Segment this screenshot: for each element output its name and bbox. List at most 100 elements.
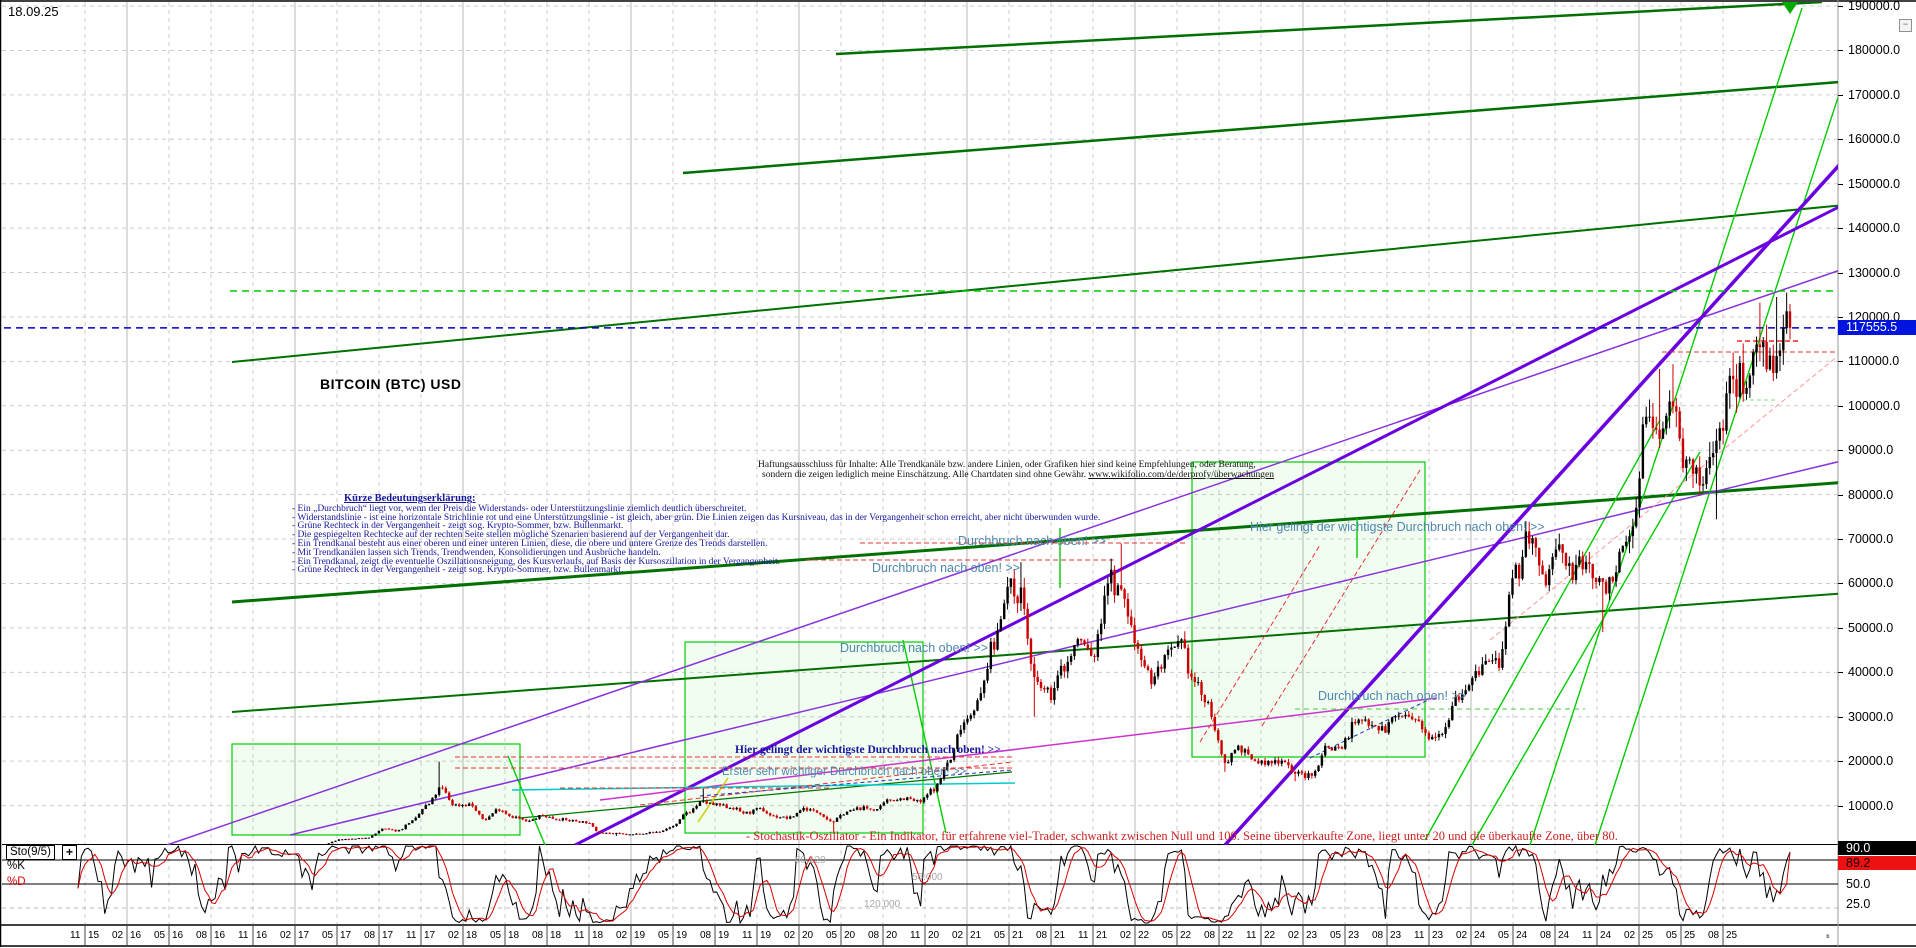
annotation-breakout-4: Durchbruch nach oben! >> [1318, 689, 1467, 703]
date-axis-end: - [1826, 930, 1830, 941]
date-label-year: 19 [760, 930, 772, 941]
date-label-month: 02 [616, 930, 628, 941]
date-label-month: 08 [1540, 930, 1552, 941]
date-label-year: 17 [424, 930, 436, 941]
legend-line: - Mit Trendkanälen lassen sich Trends, T… [292, 547, 661, 558]
date-label-year: 16 [214, 930, 226, 941]
price-tick-mark [1838, 50, 1843, 52]
price-tick-label: 20000.0 [1848, 754, 1894, 769]
date-label-month: 11 [1246, 930, 1257, 941]
legend-line: - Widerstandslinie - ist eine horizontal… [292, 512, 1101, 523]
date-label-year: 15 [88, 930, 100, 941]
collapse-pane-button[interactable]: − [1899, 19, 1912, 32]
date-label-year: 23 [1432, 930, 1444, 941]
date-label-month: 02 [1120, 930, 1132, 941]
date-label-month: 02 [1624, 930, 1636, 941]
date-label-year: 22 [1222, 930, 1234, 941]
price-tick-mark [1838, 183, 1843, 185]
disclaimer-link[interactable]: www.wikifolio.com/de/derprofy/überwachun… [1088, 470, 1274, 480]
price-tick-mark [1838, 94, 1843, 96]
stochastic-description: - Stochastik-Oszillator - Ein Indikator,… [746, 829, 1618, 843]
date-label-year: 18 [508, 930, 520, 941]
symbol-title: BITCOIN (BTC) USD [320, 376, 462, 392]
date-label-month: 05 [1498, 930, 1510, 941]
date-label-year: 25 [1684, 930, 1696, 941]
date-label-year: 24 [1474, 930, 1486, 941]
date-label-month: 11 [1078, 930, 1089, 941]
price-tick-label: 170000.0 [1848, 87, 1901, 102]
price-tick-mark [1838, 761, 1843, 763]
crypto-summer-rectangles [231, 461, 1426, 836]
stochastic-indicator-label[interactable]: Sto(9/5) [6, 845, 55, 860]
price-tick-label: 30000.0 [1848, 709, 1894, 724]
date-label-month: 02 [1456, 930, 1468, 941]
date-label-year: 20 [844, 930, 856, 941]
date-label-year: 19 [676, 930, 688, 941]
date-label-month: 08 [1204, 930, 1216, 941]
price-tick-mark [1838, 139, 1843, 141]
annotation-breakout-right: Hier gelingt der wichtigste Durchbruch n… [1250, 520, 1545, 534]
date-label-year: 19 [718, 930, 730, 941]
date-label-year: 23 [1348, 930, 1360, 941]
date-label-year: 21 [1096, 930, 1108, 941]
price-tick-label: 130000.0 [1848, 265, 1901, 280]
date-label-year: 18 [592, 930, 604, 941]
stochastic-tick-25: 25.0 [1846, 897, 1871, 911]
date-label-year: 25 [1642, 930, 1654, 941]
price-tick-mark [1838, 627, 1843, 629]
date-label-month: 05 [1666, 930, 1678, 941]
legend-line: - Ein Trendkanal besteht aus einer obere… [292, 538, 768, 549]
date-label-month: 08 [1708, 930, 1720, 941]
legend-line: - Grüne Rechteck in der Vergangenheit - … [292, 565, 624, 576]
date-label-month: 05 [490, 930, 502, 941]
disclaimer-line1: Haftungsausschluss für Inhalte: Alle Tre… [758, 460, 1256, 470]
price-tick-label: 190000.0 [1848, 0, 1901, 14]
disclaimer-line2-text: sondern die zeigen lediglich meine Einsc… [762, 470, 1089, 480]
date-label-month: 02 [952, 930, 964, 941]
price-tick-label: 60000.0 [1848, 576, 1894, 591]
trend-lines [166, 2, 1838, 845]
faint-value-1: 60.120 [795, 855, 826, 866]
legend-title: Kürze Bedeutungserklärung: [344, 493, 476, 504]
date-label-month: 02 [448, 930, 460, 941]
green-marker-icon [1782, 2, 1798, 14]
date-label-year: 16 [130, 930, 142, 941]
date-label-month: 08 [700, 930, 712, 941]
price-tick-mark [1838, 450, 1843, 452]
legend-line: - Ein „Durchbruch“ liegt vor, wenn der P… [292, 503, 747, 514]
price-tick-mark [1838, 494, 1843, 496]
price-tick-mark [1838, 583, 1843, 585]
date-label-month: 05 [1330, 930, 1342, 941]
date-label-year: 22 [1138, 930, 1150, 941]
price-tick-label: 10000.0 [1848, 798, 1894, 813]
date-label-month: 08 [1036, 930, 1048, 941]
price-tick-mark [1838, 539, 1843, 541]
stochastic-d-value: 89.2 [1838, 856, 1916, 870]
date-label-year: 21 [1012, 930, 1024, 941]
date-label-year: 19 [634, 930, 646, 941]
price-tick-mark [1838, 228, 1843, 230]
date-label-month: 08 [1372, 930, 1384, 941]
candlesticks [290, 292, 1792, 845]
date-label-month: 02 [1288, 930, 1300, 941]
date-label-year: 16 [256, 930, 268, 941]
date-label-year: 17 [340, 930, 352, 941]
price-tick-mark [1838, 6, 1843, 8]
percent-d-label: %D [7, 876, 26, 888]
date-label-month: 11 [70, 930, 81, 941]
disclaimer-line2: sondern die zeigen lediglich meine Einsc… [762, 470, 1274, 480]
date-label-year: 24 [1516, 930, 1528, 941]
price-tick-label: 70000.0 [1848, 532, 1894, 547]
date-label-month: 08 [868, 930, 880, 941]
axis-minus-button[interactable]: - [1826, 931, 1830, 943]
date-label-year: 17 [298, 930, 310, 941]
date-label-year: 24 [1600, 930, 1612, 941]
date-label-year: 20 [802, 930, 814, 941]
annotation-first-important-breakout: Erster sehr wichtiger Durchbruch nach ob… [722, 766, 967, 778]
date-label-year: 20 [886, 930, 898, 941]
date-label-month: 05 [1162, 930, 1174, 941]
date-label-year: 16 [172, 930, 184, 941]
add-indicator-button[interactable]: + [62, 845, 77, 860]
stochastic-tick-50: 50.0 [1846, 877, 1871, 891]
legend-lines: - Ein „Durchbruch“ liegt vor, wenn der P… [292, 503, 1101, 576]
